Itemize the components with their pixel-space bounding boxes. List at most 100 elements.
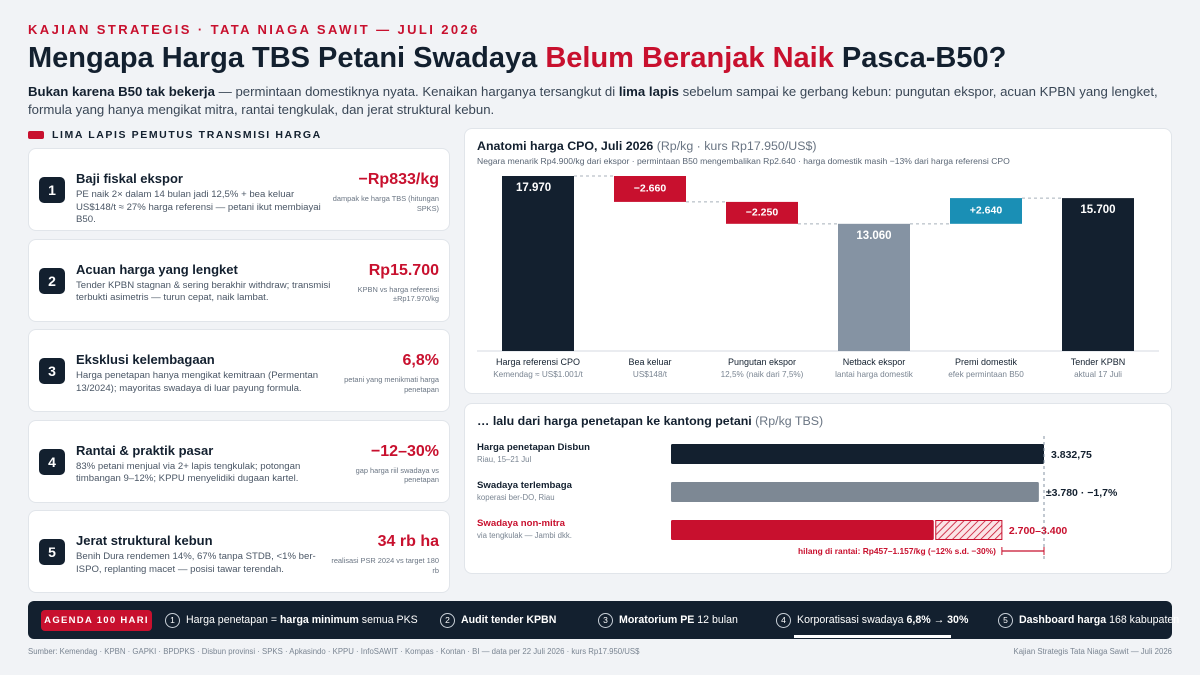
headline-text: Pasca-B50? [833, 42, 1007, 74]
bar-range [935, 520, 1003, 540]
layer-card: 1 Baji fiskal ekspor PE naik 2× dalam 14 b… [28, 148, 450, 231]
kicker: KAJIAN STRATEGIS · TATA NIAGA SAWIT — JU… [28, 22, 480, 37]
row-sublabel: via tengkulak — Jambi dkk. [477, 531, 572, 540]
bar [671, 482, 1039, 502]
row-label: Swadaya non-mitra [477, 518, 566, 529]
layer-figure: −Rp833/kg [358, 171, 439, 188]
row-sublabel: Riau, 15–21 Jul [477, 455, 531, 464]
category-sublabel: Kemendag ≈ US$1.001/t [493, 370, 583, 379]
layer-figure: 34 rb ha [377, 533, 439, 550]
agenda-text: 6,8% → 30% [906, 614, 969, 626]
bar [671, 444, 1044, 464]
bar-label: 17.970 [516, 182, 551, 194]
layer-note: dampak ke harga TBS (hitungan SPKS) [332, 194, 439, 213]
annotation: hilang di rantai: Rp457–1.157/kg (−12% s… [798, 546, 996, 556]
agenda-number: 5 [998, 612, 1013, 628]
layer-title: Eksklusi kelembagaan [76, 352, 215, 367]
layer-note: realisasi PSR 2024 vs target 180 rb [331, 556, 439, 575]
layer-note: petani yang menikmati harga penetapan [344, 375, 439, 394]
agenda-number: 4 [776, 612, 791, 628]
title-text: … lalu dari harga penetapan ke kantong p… [477, 414, 752, 428]
lead-bold: lima lapis [618, 84, 679, 99]
bar [1062, 198, 1134, 351]
layer-card: 4 Rantai & praktik pasar 83% petani menjua… [28, 419, 450, 503]
hbar-chart: Harga penetapan Disbun Riau, 15–21 Jul 3.8… [477, 436, 1118, 559]
agenda-text: harga minimum [279, 614, 359, 626]
agenda-text: semua PKS [358, 614, 418, 626]
heading-text: LIMA LAPIS PEMUTUS TRANSMISI HARGA [52, 129, 322, 141]
bar [838, 223, 910, 351]
layer-figure: 6,8% [402, 352, 439, 369]
waterfall-panel: Anatomi harga CPO, Juli 2026 (Rp/kg · ku… [464, 128, 1172, 394]
category-label: Premi domestik [955, 357, 1018, 367]
lead: Bukan karena B50 tak bekerja — permintaa… [28, 83, 1178, 119]
layer-card: 2 Acuan harga yang lengket Tender KPBN sta… [28, 238, 450, 322]
category-label: Bea keluar [628, 357, 671, 367]
heading-mark [28, 131, 44, 139]
chart-title: Anatomi harga CPO, Juli 2026 (Rp/kg · ku… [477, 139, 817, 153]
waterfall-chart: 17.970 Harga referensi CPO Kemendag ≈ US$1… [477, 175, 1159, 379]
agenda-text: 168 kabupaten [1106, 614, 1180, 626]
section-heading: LIMA LAPIS PEMUTUS TRANSMISI HARGA [28, 129, 322, 141]
agenda-number: 2 [440, 612, 455, 628]
layer-card: 3 Eksklusi kelembagaan Harga penetapan han… [28, 329, 450, 412]
bar-label: 15.700 [1080, 204, 1115, 216]
category-sublabel: lantai harga domestik [835, 370, 914, 379]
title-unit: (Rp/kg TBS) [755, 414, 824, 428]
layer-figure: Rp15.700 [368, 261, 439, 279]
layer-number: 5 [39, 539, 65, 565]
category-sublabel: efek permintaan B50 [948, 370, 1024, 379]
source: Sumber: Kemendag · KPBN · GAPKI · BPDPKS… [28, 647, 640, 656]
agenda-number: 3 [598, 612, 613, 628]
layer-desc: Benih Dura rendemen 14%, 67% tanpa STDB,… [76, 551, 316, 575]
category-sublabel: US$148/t [633, 370, 668, 379]
agenda-item: 5 Dashboard harga 168 kabupaten [998, 601, 1179, 639]
chart-title: … lalu dari harga penetapan ke kantong p… [477, 414, 823, 428]
category-label: Harga referensi CPO [496, 357, 580, 367]
layer-desc: 83% petani menjual via 2+ lapis tengkula… [76, 460, 301, 485]
layer-card: 5 Jerat struktural kebun Benih Dura rendem… [28, 510, 450, 593]
layer-title: Baji fiskal ekspor [76, 171, 183, 186]
bar [950, 198, 1022, 224]
lead-bold: Bukan karena B50 tak bekerja [28, 84, 215, 99]
category-label: Netback ekspor [843, 357, 906, 367]
row-sublabel: koperasi ber-DO, Riau [477, 493, 555, 502]
bar [671, 520, 934, 540]
bar [726, 201, 798, 224]
agenda-underline [794, 635, 951, 638]
row-label: Harga penetapan Disbun [477, 442, 590, 453]
agenda-text: Harga penetapan = [186, 614, 280, 626]
agenda-item: 4 Korporatisasi swadaya 6,8% → 30% [776, 601, 968, 639]
category-label: Tender KPBN [1071, 357, 1126, 367]
agenda-label: AGENDA 100 HARI [41, 610, 152, 631]
headline-text: Mengapa Harga TBS Petani Swadaya [28, 42, 546, 74]
layer-desc: Harga penetapan hanya mengikat kemitraan… [76, 370, 319, 394]
value-label: ±3.780 · −1,7% [1046, 487, 1118, 499]
hbar-panel: … lalu dari harga penetapan ke kantong p… [464, 403, 1172, 574]
agenda-text: Moratorium PE [619, 614, 695, 626]
bar-label: −2.660 [634, 183, 667, 195]
category-label: Pungutan ekspor [728, 357, 796, 367]
headline: Mengapa Harga TBS Petani Swadaya Belum B… [28, 42, 1006, 75]
layer-title: Jerat struktural kebun [76, 533, 213, 548]
agenda-text: Audit tender KPBN [461, 614, 557, 626]
title-unit: (Rp/kg · kurs Rp17.950/US$) [656, 139, 817, 153]
agenda-item: 2 Audit tender KPBN [440, 601, 556, 639]
bar-label: 13.060 [856, 230, 891, 242]
layer-number: 3 [39, 358, 65, 384]
lead-text: — permintaan domestiknya nyata. Kenaikan… [214, 84, 619, 99]
value-label: 2.700–3.400 [1009, 525, 1068, 537]
bar-label: +2.640 [970, 205, 1003, 217]
credit: Kajian Strategis Tata Niaga Sawit — Juli… [1013, 647, 1172, 656]
chart-subtitle: Negara menarik Rp4.900/kg dari ekspor · … [477, 156, 1010, 166]
layer-desc: Tender KPBN stagnan & sering berakhir wi… [76, 279, 331, 304]
bar [502, 176, 574, 351]
layer-figure: −12–30% [370, 442, 439, 460]
lead-text: sebelum sampai ke gerbang kebun: punguta… [28, 84, 1158, 117]
layer-title: Acuan harga yang lengket [76, 261, 238, 277]
agenda-bar: AGENDA 100 HARI 1 Harga penetapan = harga… [28, 601, 1179, 639]
layer-number: 4 [39, 448, 65, 475]
headline-highlight: Belum Beranjak Naik [545, 42, 834, 74]
agenda-item: 3 Moratorium PE 12 bulan [598, 601, 738, 639]
